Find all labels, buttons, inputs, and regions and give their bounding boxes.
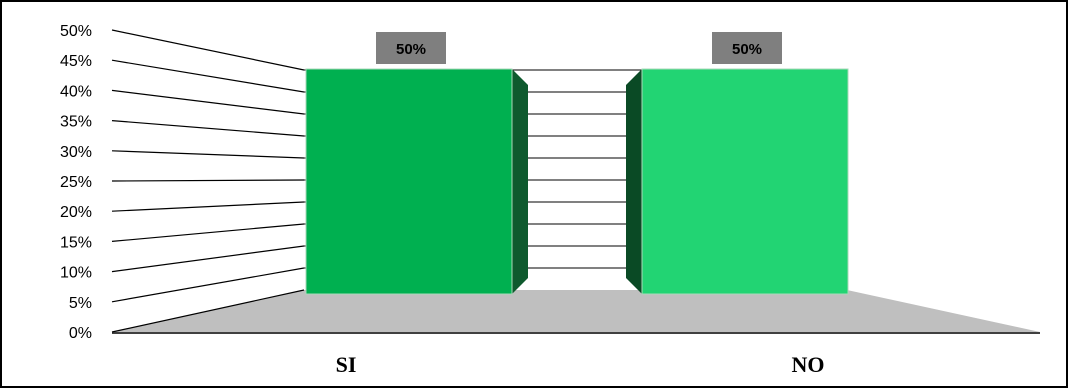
bar-side-face xyxy=(512,69,528,294)
y-tick-label: 20% xyxy=(60,204,92,221)
side-gridline xyxy=(111,179,305,182)
side-gridline xyxy=(111,201,305,212)
side-gridline xyxy=(111,223,305,242)
side-gridline xyxy=(111,120,305,137)
y-tick-label: 50% xyxy=(60,23,92,40)
y-tick-label: 0% xyxy=(69,325,92,342)
bar xyxy=(641,68,849,295)
side-gridline xyxy=(111,89,305,115)
data-labels: 50% 50% xyxy=(376,32,782,64)
y-axis-ticks: 0% 5% 10% 15% 20% 25% 30% 35% 40% 45% 50% xyxy=(60,23,92,342)
y-tick-label: 40% xyxy=(60,83,92,100)
data-label: 50% xyxy=(732,41,762,58)
y-tick-label: 5% xyxy=(69,295,92,312)
x-category-label: NO xyxy=(792,352,825,377)
y-tick-label: 15% xyxy=(60,234,92,251)
floor-plane xyxy=(112,290,1040,332)
side-gridline xyxy=(111,245,305,273)
side-gridline xyxy=(111,150,305,159)
bar xyxy=(305,68,513,295)
chart-floor xyxy=(112,290,1040,334)
side-gridline xyxy=(111,59,305,93)
y-tick-label: 35% xyxy=(60,114,92,131)
bars xyxy=(305,68,849,295)
data-label-box xyxy=(712,32,782,64)
y-tick-label: 25% xyxy=(60,174,92,191)
side-gridline xyxy=(111,267,305,303)
data-label-box xyxy=(376,32,446,64)
bar-side-face xyxy=(626,69,642,294)
y-tick-label: 45% xyxy=(60,53,92,70)
y-tick-label: 30% xyxy=(60,144,92,161)
side-gridline xyxy=(111,289,305,333)
side-gridline xyxy=(111,29,305,71)
x-category-label: SI xyxy=(336,352,357,377)
data-label: 50% xyxy=(396,41,426,58)
y-tick-label: 10% xyxy=(60,265,92,282)
x-axis-categories: SI NO xyxy=(336,352,825,377)
